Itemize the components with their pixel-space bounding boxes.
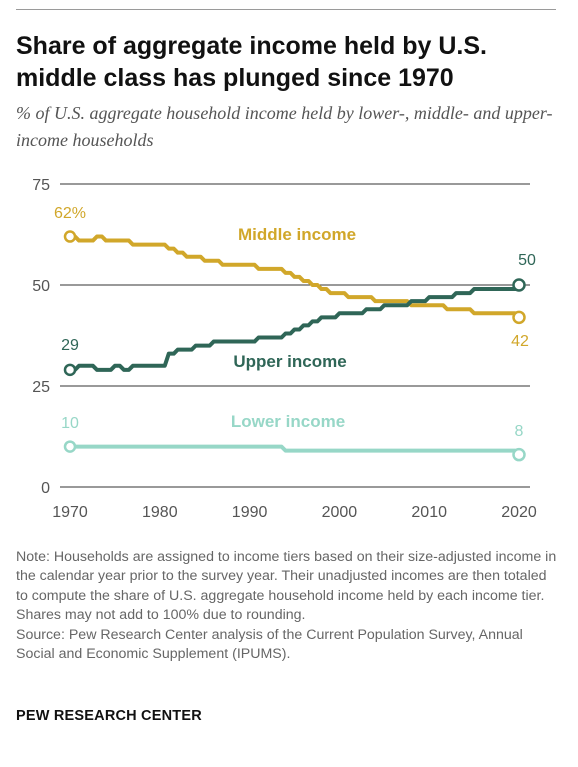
- upper-income-start-point: [63, 363, 77, 377]
- middle-income-start-value-label: 62%: [54, 205, 86, 222]
- y-tick-label-25: 25: [32, 379, 50, 396]
- x-tick-label-1970: 1970: [52, 504, 88, 521]
- top-rule: [16, 9, 556, 10]
- middle-income-end-point: [512, 310, 526, 325]
- series-endpoints: [63, 230, 526, 462]
- pew-research-center-logo: PEW RESEARCH CENTER: [16, 708, 202, 724]
- upper-income-end-point: [512, 278, 526, 292]
- x-tick-label-2020: 2020: [501, 504, 537, 521]
- x-tick-label-1990: 1990: [232, 504, 268, 521]
- lower-income-line: [68, 444, 521, 457]
- source-text: Source: Pew Research Center analysis of …: [16, 626, 523, 663]
- y-tick-labels: 0 25 50 75: [32, 177, 50, 497]
- y-tick-label-75: 75: [32, 177, 50, 194]
- x-tick-label-2000: 2000: [322, 504, 358, 521]
- upper-income-line: [68, 283, 521, 372]
- series-labels: Middle income 62% 42 Upper income 29 50 Lower …: [54, 205, 536, 440]
- middle-income-end-value-label: 42: [511, 333, 529, 350]
- chart-notes: Note: Households are assigned to income …: [16, 548, 561, 664]
- lower-income-series-label: Lower income: [231, 412, 345, 431]
- chart-subtitle: % of U.S. aggregate household income hel…: [16, 103, 553, 150]
- lower-income-start-value-label: 10: [61, 415, 79, 432]
- series-lines: [68, 234, 521, 457]
- note-text: Note: Households are assigned to income …: [16, 549, 557, 624]
- upper-income-start-value-label: 29: [61, 337, 79, 354]
- upper-income-end-value-label: 50: [518, 252, 536, 269]
- lower-income-end-value-label: 8: [515, 423, 524, 440]
- middle-income-line: [68, 234, 521, 320]
- lower-income-end-point: [512, 447, 526, 462]
- chart-title: Share of aggregate income held by U.S. m…: [16, 32, 487, 92]
- lower-income-start-point: [63, 440, 77, 453]
- middle-income-series-label: Middle income: [238, 225, 356, 244]
- upper-income-series-label: Upper income: [233, 352, 346, 371]
- y-tick-label-0: 0: [41, 480, 50, 497]
- x-tick-label-2010: 2010: [411, 504, 447, 521]
- income-share-line-chart: 0 25 50 75 1970 1980 1990 2000 2010 2020 Middle …: [32, 177, 537, 521]
- x-tick-labels: 1970 1980 1990 2000 2010 2020: [52, 504, 537, 521]
- y-gridlines: [60, 183, 530, 488]
- x-tick-label-1980: 1980: [142, 504, 178, 521]
- y-tick-label-50: 50: [32, 278, 50, 295]
- middle-income-start-point: [63, 230, 77, 243]
